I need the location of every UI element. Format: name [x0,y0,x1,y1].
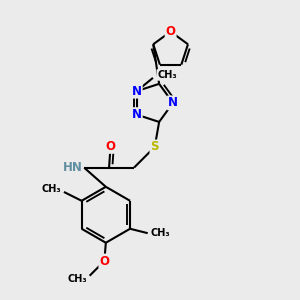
Text: CH₃: CH₃ [67,274,87,284]
Text: N: N [132,85,142,98]
Text: S: S [151,140,159,154]
Text: N: N [132,108,142,121]
Text: O: O [99,254,110,268]
Text: CH₃: CH₃ [41,184,61,194]
Text: O: O [166,25,176,38]
Text: O: O [106,140,116,153]
Text: CH₃: CH₃ [158,70,177,80]
Text: N: N [168,96,178,110]
Text: HN: HN [63,161,82,174]
Text: CH₃: CH₃ [151,228,170,238]
